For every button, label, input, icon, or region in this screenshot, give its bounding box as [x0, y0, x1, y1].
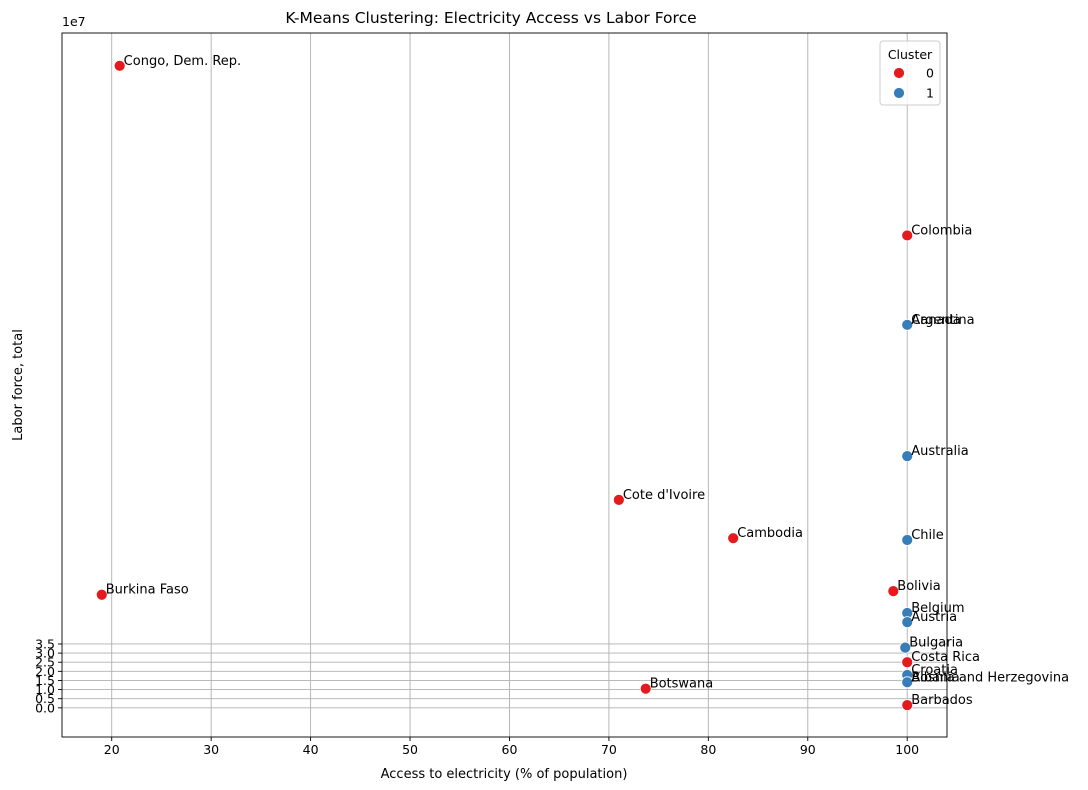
point-label: Argentina	[911, 313, 974, 328]
x-tick-label: 40	[303, 742, 319, 757]
y-tick-label: 2.5	[35, 655, 55, 670]
grid	[62, 33, 947, 737]
data-point	[899, 641, 912, 654]
data-point	[901, 534, 914, 546]
data-point	[901, 318, 914, 331]
point-label: Canada	[911, 313, 960, 328]
point-label: Belgium	[911, 601, 964, 616]
y-axis-label: Labor force, total	[11, 329, 26, 441]
x-tick-label: 30	[203, 742, 219, 757]
point-label: Chile	[911, 528, 944, 543]
point-label: Cote d'Ivoire	[623, 488, 705, 503]
data-point	[901, 450, 914, 463]
axes: 20 30 40 50 60 70 80 90 100 0.00.51.01.52.02.53.0…	[35, 32, 948, 757]
point-label: Bulgaria	[909, 636, 963, 651]
point-label: Australia	[911, 444, 969, 459]
data-point	[639, 682, 652, 695]
x-tick-label: 90	[800, 742, 816, 757]
data-point	[901, 616, 914, 628]
legend-marker	[893, 67, 905, 79]
x-tick-label: 70	[601, 742, 617, 757]
point-label: Barbados	[911, 693, 973, 708]
data-point	[901, 656, 914, 669]
x-tick-label: 50	[402, 742, 418, 757]
x-tick-label: 20	[104, 742, 120, 757]
x-tick-label: 60	[502, 742, 518, 757]
x-axis-label: Access to electricity (% of population)	[381, 767, 628, 782]
point-label: Botswana	[650, 677, 714, 692]
data-point	[901, 676, 914, 689]
point-label: Costa Rica	[911, 650, 980, 665]
y-tick-label: 2.0	[35, 664, 55, 679]
plot-frame	[61, 32, 948, 738]
point-label: Bosnia and Herzegovina	[911, 670, 1069, 685]
point-label: Austria	[911, 610, 957, 625]
point-label: Congo, Dem. Rep.	[124, 54, 242, 69]
legend-marker	[893, 87, 905, 99]
point-label: Albania	[911, 670, 960, 685]
y-offset-label: 1e7	[62, 14, 86, 29]
legend: Cluster 0 1	[879, 40, 941, 106]
y-tick-label: 3.5	[35, 636, 55, 651]
legend-title: Cluster	[888, 47, 933, 62]
y-tick-label: 3.0	[35, 646, 55, 661]
point-label: Bolivia	[897, 579, 940, 594]
chart-title: K-Means Clustering: Electricity Access v…	[285, 9, 696, 27]
data-point	[901, 699, 914, 711]
points-layer	[95, 59, 914, 711]
x-tick-label: 100	[895, 742, 919, 757]
data-point	[95, 588, 108, 601]
legend-entry-label: 1	[926, 86, 934, 101]
x-tick-label: 80	[700, 742, 716, 757]
data-point	[901, 229, 914, 242]
y-tick-label: 1.5	[35, 673, 55, 688]
point-label: Burkina Faso	[106, 583, 189, 598]
y-tick-label: 1.0	[35, 682, 55, 697]
data-point	[612, 494, 625, 506]
y-tick-label: 0.5	[35, 691, 55, 706]
y-tick-label: 0.0	[35, 700, 55, 715]
point-label: Colombia	[911, 223, 972, 238]
data-point	[113, 59, 126, 72]
point-label: Cambodia	[737, 526, 803, 541]
point-label: Croatia	[911, 663, 958, 678]
data-point	[727, 532, 740, 545]
legend-entry-label: 0	[926, 66, 934, 81]
data-point	[887, 585, 900, 597]
